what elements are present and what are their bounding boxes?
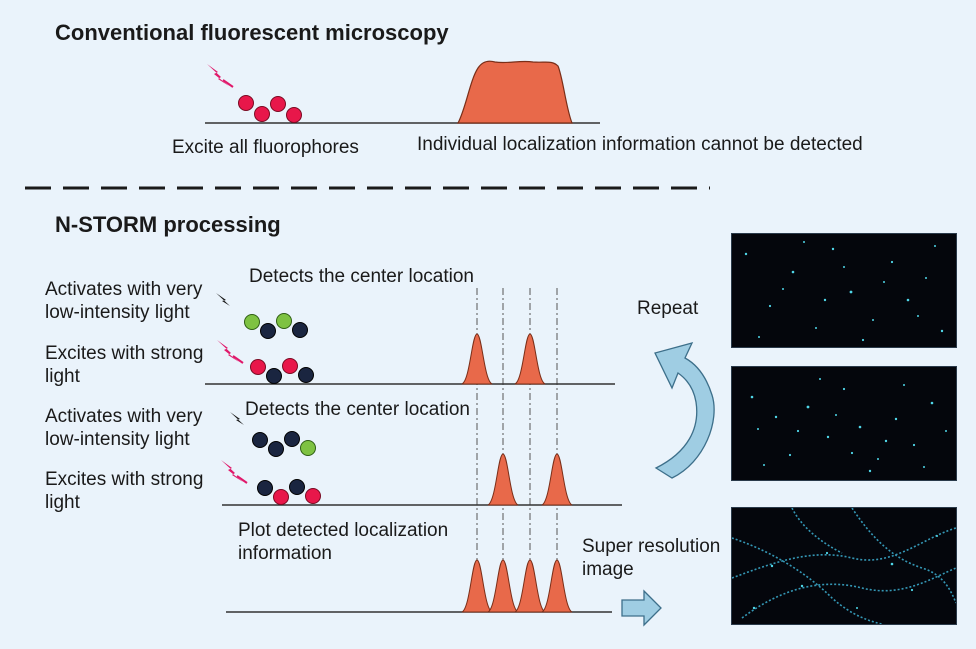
fluorophore-dark (252, 432, 268, 448)
cycle1-excite-label: Excites with strong light (45, 343, 204, 387)
narrow-peak (541, 559, 573, 613)
fluorophore-dark (292, 322, 308, 338)
cycle2-excite-label: Excites with strong light (45, 469, 204, 513)
cycle1-activated-fluorophores (244, 313, 308, 339)
fluorophore-red (286, 107, 302, 123)
sparse-dots-image (744, 241, 944, 342)
cycle1-excited-fluorophores (250, 358, 314, 384)
cycle1-detect-label: Detects the center location (249, 266, 474, 287)
excite-all-label: Excite all fluorophores (172, 137, 359, 158)
fluorophore-dark (260, 323, 276, 339)
filament-image (731, 507, 957, 625)
fluorophore-green (276, 313, 292, 329)
fluorophore-dark (268, 441, 284, 457)
fluorophore-dark (284, 431, 300, 447)
fluorophore-dark (266, 368, 282, 384)
super-resolution-label: Super resolution image (582, 536, 721, 580)
plot-peaks (461, 559, 573, 613)
result-arrow-icon (621, 589, 662, 627)
repeat-arrow-icon (654, 342, 715, 479)
cycle2-peaks (487, 453, 573, 506)
fluorophore-green (244, 314, 260, 330)
no-localization-label: Individual localization information cann… (417, 134, 863, 155)
super-resolution-image-panel (731, 507, 957, 625)
fluorophore-red (254, 106, 270, 122)
narrow-peak (461, 559, 493, 613)
cycle1-peaks (461, 333, 546, 385)
lightning-icon (207, 64, 234, 88)
fluorophore-red (238, 95, 254, 111)
broad-intensity-peak (457, 60, 573, 124)
fluorophore-red (250, 359, 266, 375)
narrow-peak (461, 333, 493, 385)
conventional-section (205, 60, 600, 124)
fluorophore-group (238, 95, 302, 123)
fluorophore-dark (298, 367, 314, 383)
repeat-label: Repeat (637, 298, 699, 319)
lightning-icon (221, 460, 248, 484)
center-guide-lines (476, 288, 558, 612)
fluorophore-red (305, 488, 321, 504)
cycle2-activated-fluorophores (252, 431, 316, 457)
nstorm-title: N-STORM processing (55, 212, 281, 237)
fluorophore-green (300, 440, 316, 456)
cycle1-activate-label: Activates with very low-intensity light (45, 279, 203, 323)
sparse-dots-image (750, 378, 947, 473)
fluorophore-dark (257, 480, 273, 496)
narrow-peak (514, 559, 546, 613)
narrow-peak (541, 453, 573, 506)
narrow-peak (487, 453, 519, 506)
fluorophore-red (282, 358, 298, 374)
fluorophore-red (273, 489, 289, 505)
plot-localization-label: Plot detected localization information (238, 520, 449, 564)
weak-light-icon (230, 412, 244, 425)
weak-light-icon (216, 293, 230, 306)
narrow-peak (514, 333, 546, 385)
cycle2-detect-label: Detects the center location (245, 399, 470, 420)
conventional-title: Conventional fluorescent microscopy (55, 20, 449, 45)
cycle2-excited-fluorophores (257, 479, 321, 505)
cycle2-activate-label: Activates with very low-intensity light (45, 406, 203, 450)
storm-frame-panel-2 (731, 366, 957, 481)
lightning-icon (217, 340, 244, 364)
fluorophore-red (270, 96, 286, 112)
fluorophore-dark (289, 479, 305, 495)
storm-frame-panel-1 (731, 233, 957, 348)
narrow-peak (487, 559, 519, 613)
